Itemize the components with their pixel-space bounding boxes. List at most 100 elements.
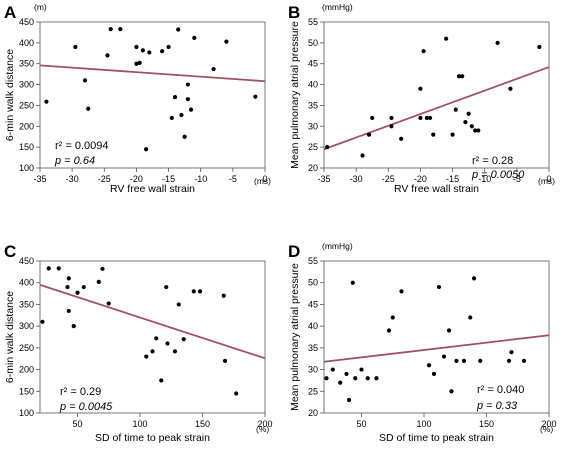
regression-line [39, 284, 266, 360]
data-point [359, 367, 364, 372]
y-tick-label: 350 [19, 59, 34, 69]
x-tick-label: 0 [262, 174, 267, 184]
data-point [172, 349, 178, 354]
data-point [444, 36, 449, 41]
plot-area [323, 21, 550, 169]
plot-area [39, 21, 266, 169]
data-point [185, 82, 190, 87]
data-point [176, 302, 181, 307]
x-tick-label: -15 [162, 174, 175, 184]
data-point [100, 266, 105, 271]
data-point [365, 376, 370, 381]
data-point [508, 86, 513, 91]
y-tick-label: 150 [19, 142, 34, 152]
y-tick-label: 30 [308, 121, 318, 131]
data-point [181, 337, 186, 342]
y-tick-label: 200 [19, 365, 34, 375]
y-tick-label: 20 [308, 163, 318, 173]
y-axis-title: Mean pulmonary atrial pressure [289, 263, 301, 411]
data-point [108, 26, 113, 32]
panel-letter: B [288, 3, 300, 22]
y-tick-label: 25 [308, 386, 318, 396]
y-tick-label: 200 [19, 121, 34, 131]
data-point [370, 115, 375, 121]
r-squared-label: r² = 0.29 [60, 386, 101, 398]
y-tick-label: 450 [19, 256, 34, 266]
data-point [118, 26, 123, 32]
chart-panel-b: B -35 -30 -25 -20 -15 -10 -5 0 20 25 30 35 40 45 50 55 Me… [288, 2, 555, 195]
regression-line [323, 66, 550, 151]
data-point [495, 40, 500, 45]
y-tick-label: 150 [19, 386, 34, 396]
data-point [471, 276, 477, 281]
data-point [324, 376, 329, 381]
data-point [350, 280, 355, 285]
x-axis-title: SD of time to peak strain [379, 432, 494, 444]
panel-letter: C [4, 242, 16, 261]
x-tick-label: 100 [416, 419, 431, 429]
x-tick-label: -25 [382, 174, 395, 184]
data-point [160, 49, 165, 54]
data-point [389, 124, 394, 129]
regression-line [39, 64, 266, 83]
y-tick-label: 400 [19, 38, 34, 48]
data-point [86, 106, 91, 111]
data-point [521, 358, 527, 363]
x-tick-label: 50 [72, 419, 82, 429]
data-point [176, 27, 181, 32]
data-point [472, 128, 478, 133]
x-tick-label: 200 [541, 419, 556, 429]
y-tick-label: 250 [19, 100, 34, 110]
x-tick-label: 150 [479, 419, 494, 429]
data-point [234, 391, 239, 396]
data-point [360, 153, 365, 158]
x-axis-title: SD of time to peak strain [95, 432, 210, 444]
y-axis-unit: (m) [34, 2, 47, 12]
y-tick-label: 25 [308, 142, 318, 152]
data-point [390, 315, 395, 320]
data-point [461, 358, 467, 363]
x-tick-label: 200 [257, 419, 272, 429]
data-point [421, 49, 426, 54]
data-point [82, 78, 88, 83]
data-point [431, 371, 437, 377]
y-tick-label: 40 [308, 80, 318, 90]
data-point [346, 397, 352, 403]
x-tick-label: -30 [66, 174, 79, 184]
data-point [81, 284, 86, 290]
r-squared-label: r² = 0.040 [477, 384, 524, 396]
y-tick-label: 35 [308, 100, 318, 110]
data-point [165, 341, 170, 346]
y-tick-label: 300 [19, 80, 34, 90]
data-point [56, 266, 61, 271]
y-axis-title: Mean pulmonary atrial pressure [289, 21, 301, 169]
data-point [66, 276, 71, 281]
data-point [399, 289, 404, 294]
data-point [140, 48, 145, 53]
r-squared-label: r² = 0.0094 [55, 140, 109, 152]
data-point [137, 60, 142, 65]
data-point [159, 378, 164, 383]
p-value-label: p = 0.33 [476, 400, 518, 412]
x-tick-label: -20 [414, 174, 427, 184]
data-point [463, 120, 468, 125]
y-tick-label: 55 [308, 17, 318, 27]
data-point [211, 67, 216, 72]
data-point [179, 112, 184, 118]
data-point [144, 354, 149, 359]
chart-panel-a: A -35 -30 -25 -20 -15 -10 -5 0 100 150 200 250 300 350… [4, 2, 271, 195]
x-tick-label: -30 [350, 174, 363, 184]
regression-line [323, 334, 550, 363]
data-point [221, 293, 226, 298]
data-point [509, 350, 514, 355]
data-point [169, 115, 174, 121]
data-point [476, 128, 481, 133]
y-tick-label: 100 [19, 163, 34, 173]
data-point [40, 319, 45, 324]
x-tick-label: -5 [229, 174, 237, 184]
data-point [224, 39, 229, 44]
data-point [96, 279, 101, 284]
x-axis-unit: (%) [256, 424, 269, 434]
data-point [46, 266, 51, 271]
